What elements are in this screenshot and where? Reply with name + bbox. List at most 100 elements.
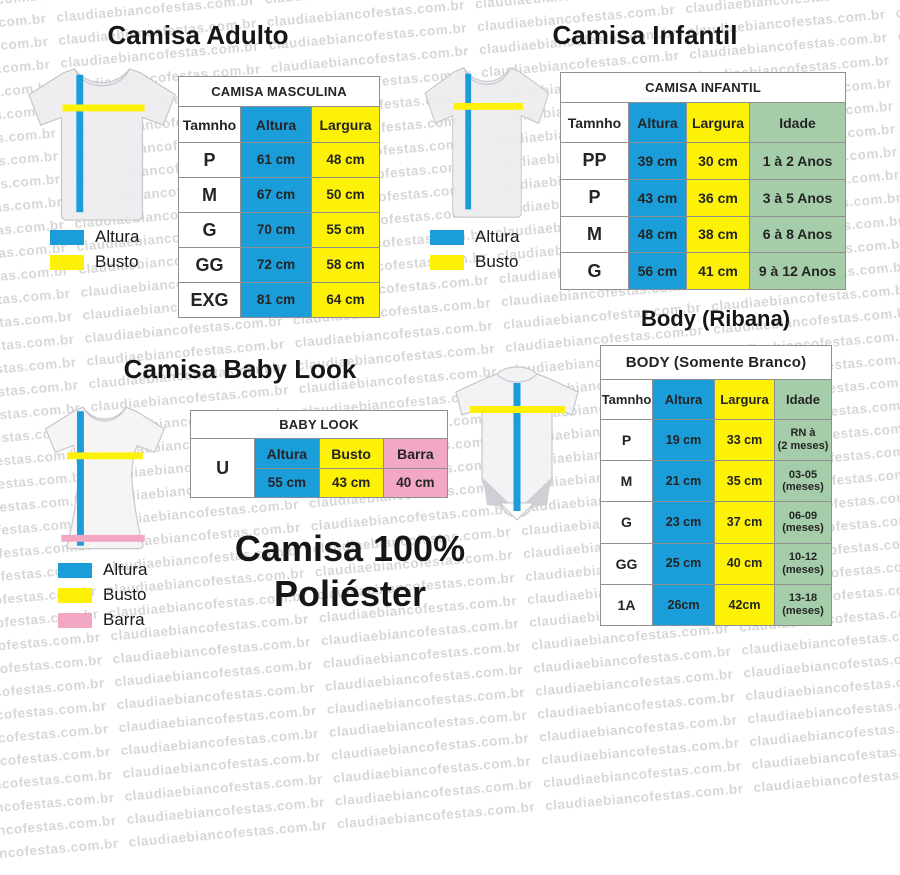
section-title-body-ribana: Body (Ribana) xyxy=(640,306,791,331)
size-cell: G xyxy=(600,501,653,544)
value-cell: 33 cm xyxy=(714,418,775,462)
legend-adulto: Altura Busto xyxy=(50,227,139,277)
table-camisa-infantil: CAMISA INFANTIL Tamnho Altura Largura Idade P… xyxy=(559,72,847,290)
size-cell: 1A xyxy=(600,583,653,627)
column-header: Largura xyxy=(310,106,381,143)
footer-line-1: Camisa 100% xyxy=(234,528,466,569)
legend-item-busto: Busto xyxy=(58,585,147,605)
value-cell: 3 à 5 Anos xyxy=(748,178,847,217)
value-cell: 26cm xyxy=(652,583,715,627)
altura-line xyxy=(513,383,521,511)
legend-item-barra: Barra xyxy=(58,610,147,630)
value-cell: 40 cm xyxy=(382,468,449,498)
column-header: Altura xyxy=(240,106,312,143)
value-cell: 58 cm xyxy=(310,247,381,283)
value-cell: 30 cm xyxy=(686,142,750,180)
value-cell: 70 cm xyxy=(240,212,312,248)
value-cell: 06-09 (meses) xyxy=(774,501,832,544)
value-cell: 13-18 (meses) xyxy=(774,583,832,627)
barra-line xyxy=(61,534,145,542)
legend-swatch xyxy=(58,587,92,603)
adult-tshirt-graphic xyxy=(28,68,176,221)
legend-swatch xyxy=(50,229,84,245)
table-row: PP 39 cm 30 cm 1 à 2 Anos xyxy=(560,142,847,180)
table-row: 1A 26cm 42cm 13-18 (meses) xyxy=(600,583,832,627)
size-cell: GG xyxy=(178,247,241,283)
value-cell: 36 cm xyxy=(686,178,750,217)
value-cell: 56 cm xyxy=(628,252,687,290)
leg-fold-right xyxy=(520,478,551,508)
legend-item-altura: Altura xyxy=(58,560,147,580)
value-cell: 6 à 8 Anos xyxy=(748,215,847,254)
size-cell: EXG xyxy=(178,282,241,318)
table-row: M 21 cm 35 cm 03-05 (meses) xyxy=(600,460,832,503)
size-cell: P xyxy=(600,418,653,462)
legend-label: Busto xyxy=(475,252,519,271)
section-title-camisa-infantil: Camisa Infantil xyxy=(552,20,738,50)
tshirt-body xyxy=(424,67,550,218)
size-cell: P xyxy=(178,142,241,178)
size-cell: P xyxy=(560,178,629,217)
value-cell: 37 cm xyxy=(714,501,775,544)
tshirt-collar xyxy=(82,406,127,422)
table-title: CAMISA INFANTIL xyxy=(559,72,847,103)
busto-line xyxy=(470,406,565,413)
section-title-camisa-baby-look: Camisa Baby Look xyxy=(123,354,357,384)
value-cell: 48 cm xyxy=(628,215,687,254)
child-tshirt-graphic xyxy=(424,67,550,218)
column-header: Idade xyxy=(748,102,847,143)
size-table: BABY LOOK U Altura Busto Barra 55 cm 43 … xyxy=(189,410,449,498)
table-row: M 67 cm 50 cm xyxy=(178,177,381,213)
size-table: CAMISA MASCULINA Tamnho Altura Largura P 61 c… xyxy=(177,76,381,318)
altura-line xyxy=(465,73,472,210)
value-cell: 43 cm xyxy=(318,468,384,498)
value-cell: 42cm xyxy=(714,583,775,627)
legend-babylook: Altura Busto Barra xyxy=(58,560,147,635)
section-title-camisa-adulto: Camisa Adulto xyxy=(107,20,289,50)
legend-label: Altura xyxy=(103,560,148,579)
table-row: G 70 cm 55 cm xyxy=(178,212,381,248)
legend-swatch xyxy=(430,229,464,245)
value-cell: 1 à 2 Anos xyxy=(748,142,847,180)
size-cell: GG xyxy=(600,542,653,585)
table-baby-look: BABY LOOK U Altura Busto Barra 55 cm 43 … xyxy=(189,410,449,498)
column-header: Tamnho xyxy=(560,102,629,143)
legend-label: Busto xyxy=(103,585,147,604)
value-cell: 21 cm xyxy=(652,460,715,503)
value-cell: 64 cm xyxy=(310,282,381,318)
footer-line-2: Poliéster xyxy=(273,573,427,614)
value-cell: 39 cm xyxy=(628,142,687,180)
value-cell: 48 cm xyxy=(310,142,381,178)
value-cell: 67 cm xyxy=(240,177,312,213)
babylook-tshirt-graphic xyxy=(44,406,166,550)
column-header: Largura xyxy=(714,379,775,420)
value-cell: 81 cm xyxy=(240,282,312,318)
legend-label: Altura xyxy=(475,227,520,246)
value-cell: 19 cm xyxy=(652,418,715,462)
table-row: GG 72 cm 58 cm xyxy=(178,247,381,283)
column-header: Busto xyxy=(318,438,384,469)
altura-line xyxy=(77,411,84,546)
value-cell: 38 cm xyxy=(686,215,750,254)
value-cell: 72 cm xyxy=(240,247,312,283)
column-header: Idade xyxy=(774,379,832,420)
legend-item-altura: Altura xyxy=(50,227,139,247)
size-table: CAMISA INFANTIL Tamnho Altura Largura Idade P… xyxy=(559,72,847,290)
column-header: Tamnho xyxy=(600,379,653,420)
legend-label: Busto xyxy=(95,252,139,271)
legend-item-busto: Busto xyxy=(430,252,519,272)
size-cell: PP xyxy=(560,142,629,180)
legend-swatch xyxy=(50,254,84,270)
value-cell: 41 cm xyxy=(686,252,750,290)
table-row: GG 25 cm 40 cm 10-12 (meses) xyxy=(600,542,832,585)
busto-line xyxy=(67,452,143,460)
size-cell: G xyxy=(560,252,629,290)
column-header: Altura xyxy=(652,379,715,420)
table-row: G 56 cm 41 cm 9 à 12 Anos xyxy=(560,252,847,290)
value-cell: 03-05 (meses) xyxy=(774,460,832,503)
value-cell: 25 cm xyxy=(652,542,715,585)
table-body-ribana: BODY (Somente Branco) Tamnho Altura Largura… xyxy=(600,345,832,627)
legend-swatch xyxy=(430,254,464,270)
size-cell: M xyxy=(560,215,629,254)
table-row: P 43 cm 36 cm 3 à 5 Anos xyxy=(560,178,847,217)
